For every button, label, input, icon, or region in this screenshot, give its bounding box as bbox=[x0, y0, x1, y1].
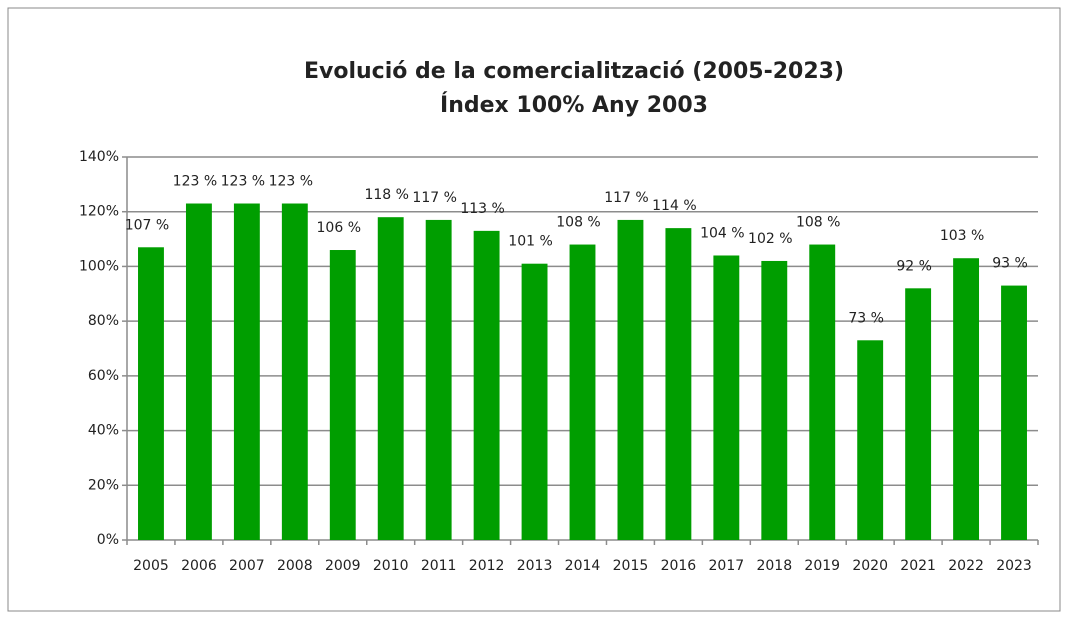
data-label: 101 % bbox=[508, 234, 552, 250]
data-label: 92 % bbox=[896, 258, 932, 274]
bar bbox=[329, 250, 356, 540]
bar bbox=[713, 255, 740, 540]
bar bbox=[905, 288, 932, 540]
x-tick-label: 2013 bbox=[517, 558, 553, 574]
bar bbox=[1001, 285, 1027, 540]
data-label: 117 % bbox=[412, 190, 456, 206]
x-tick-label: 2012 bbox=[469, 558, 505, 574]
x-tick-label: 2010 bbox=[373, 558, 409, 574]
x-tick-label: 2005 bbox=[133, 558, 169, 574]
y-tick-label: 100% bbox=[79, 258, 119, 274]
data-label: 102 % bbox=[748, 231, 792, 247]
bar bbox=[377, 217, 404, 540]
x-tick-label: 2021 bbox=[900, 558, 936, 574]
y-tick-label: 20% bbox=[88, 477, 119, 493]
y-tick-label: 0% bbox=[97, 532, 119, 548]
x-tick-label: 2007 bbox=[229, 558, 265, 574]
bar bbox=[665, 228, 692, 540]
data-label: 113 % bbox=[460, 201, 504, 217]
y-tick-label: 140% bbox=[79, 149, 119, 165]
x-tick-label: 2014 bbox=[565, 558, 601, 574]
x-tick-label: 2015 bbox=[613, 558, 649, 574]
y-tick-label: 40% bbox=[88, 423, 119, 439]
bar bbox=[809, 244, 836, 541]
bar bbox=[425, 219, 452, 540]
x-tick-label: 2023 bbox=[996, 558, 1032, 574]
x-tick-label: 2008 bbox=[277, 558, 313, 574]
bar bbox=[953, 258, 980, 540]
bar bbox=[473, 230, 500, 540]
bar bbox=[857, 340, 884, 540]
x-tick-label: 2019 bbox=[804, 558, 840, 574]
x-tick-label: 2018 bbox=[756, 558, 792, 574]
data-label: 108 % bbox=[556, 215, 600, 231]
y-tick-label: 60% bbox=[88, 368, 119, 384]
x-tick-label: 2017 bbox=[709, 558, 745, 574]
chart-subtitle: Índex 100% Any 2003 bbox=[440, 92, 708, 118]
x-tick-label: 2020 bbox=[852, 558, 888, 574]
x-tick-label: 2009 bbox=[325, 558, 361, 574]
data-label: 107 % bbox=[125, 217, 169, 233]
data-label: 123 % bbox=[221, 174, 265, 190]
data-label: 108 % bbox=[796, 215, 840, 231]
data-label: 123 % bbox=[173, 174, 217, 190]
bar bbox=[281, 203, 308, 540]
chart-title: Evolució de la comercialització (2005-20… bbox=[304, 59, 844, 84]
x-tick-label: 2011 bbox=[421, 558, 457, 574]
data-label: 73 % bbox=[848, 310, 884, 326]
bar bbox=[521, 263, 548, 540]
y-tick-label: 80% bbox=[88, 313, 119, 329]
data-label: 118 % bbox=[364, 187, 408, 203]
x-tick-label: 2006 bbox=[181, 558, 217, 574]
bar bbox=[233, 203, 260, 540]
y-tick-label: 120% bbox=[79, 204, 119, 220]
x-tick-label: 2022 bbox=[948, 558, 984, 574]
bar bbox=[138, 247, 164, 540]
bar bbox=[185, 203, 212, 540]
data-label: 117 % bbox=[604, 190, 648, 206]
bar bbox=[569, 244, 596, 541]
data-label: 104 % bbox=[700, 225, 744, 241]
data-label: 123 % bbox=[269, 174, 313, 190]
bar bbox=[617, 219, 644, 540]
data-label: 103 % bbox=[940, 228, 984, 244]
x-tick-label: 2016 bbox=[661, 558, 697, 574]
data-label: 93 % bbox=[992, 256, 1028, 272]
data-label: 106 % bbox=[317, 220, 361, 236]
data-label: 114 % bbox=[652, 198, 696, 214]
bar bbox=[761, 260, 788, 540]
